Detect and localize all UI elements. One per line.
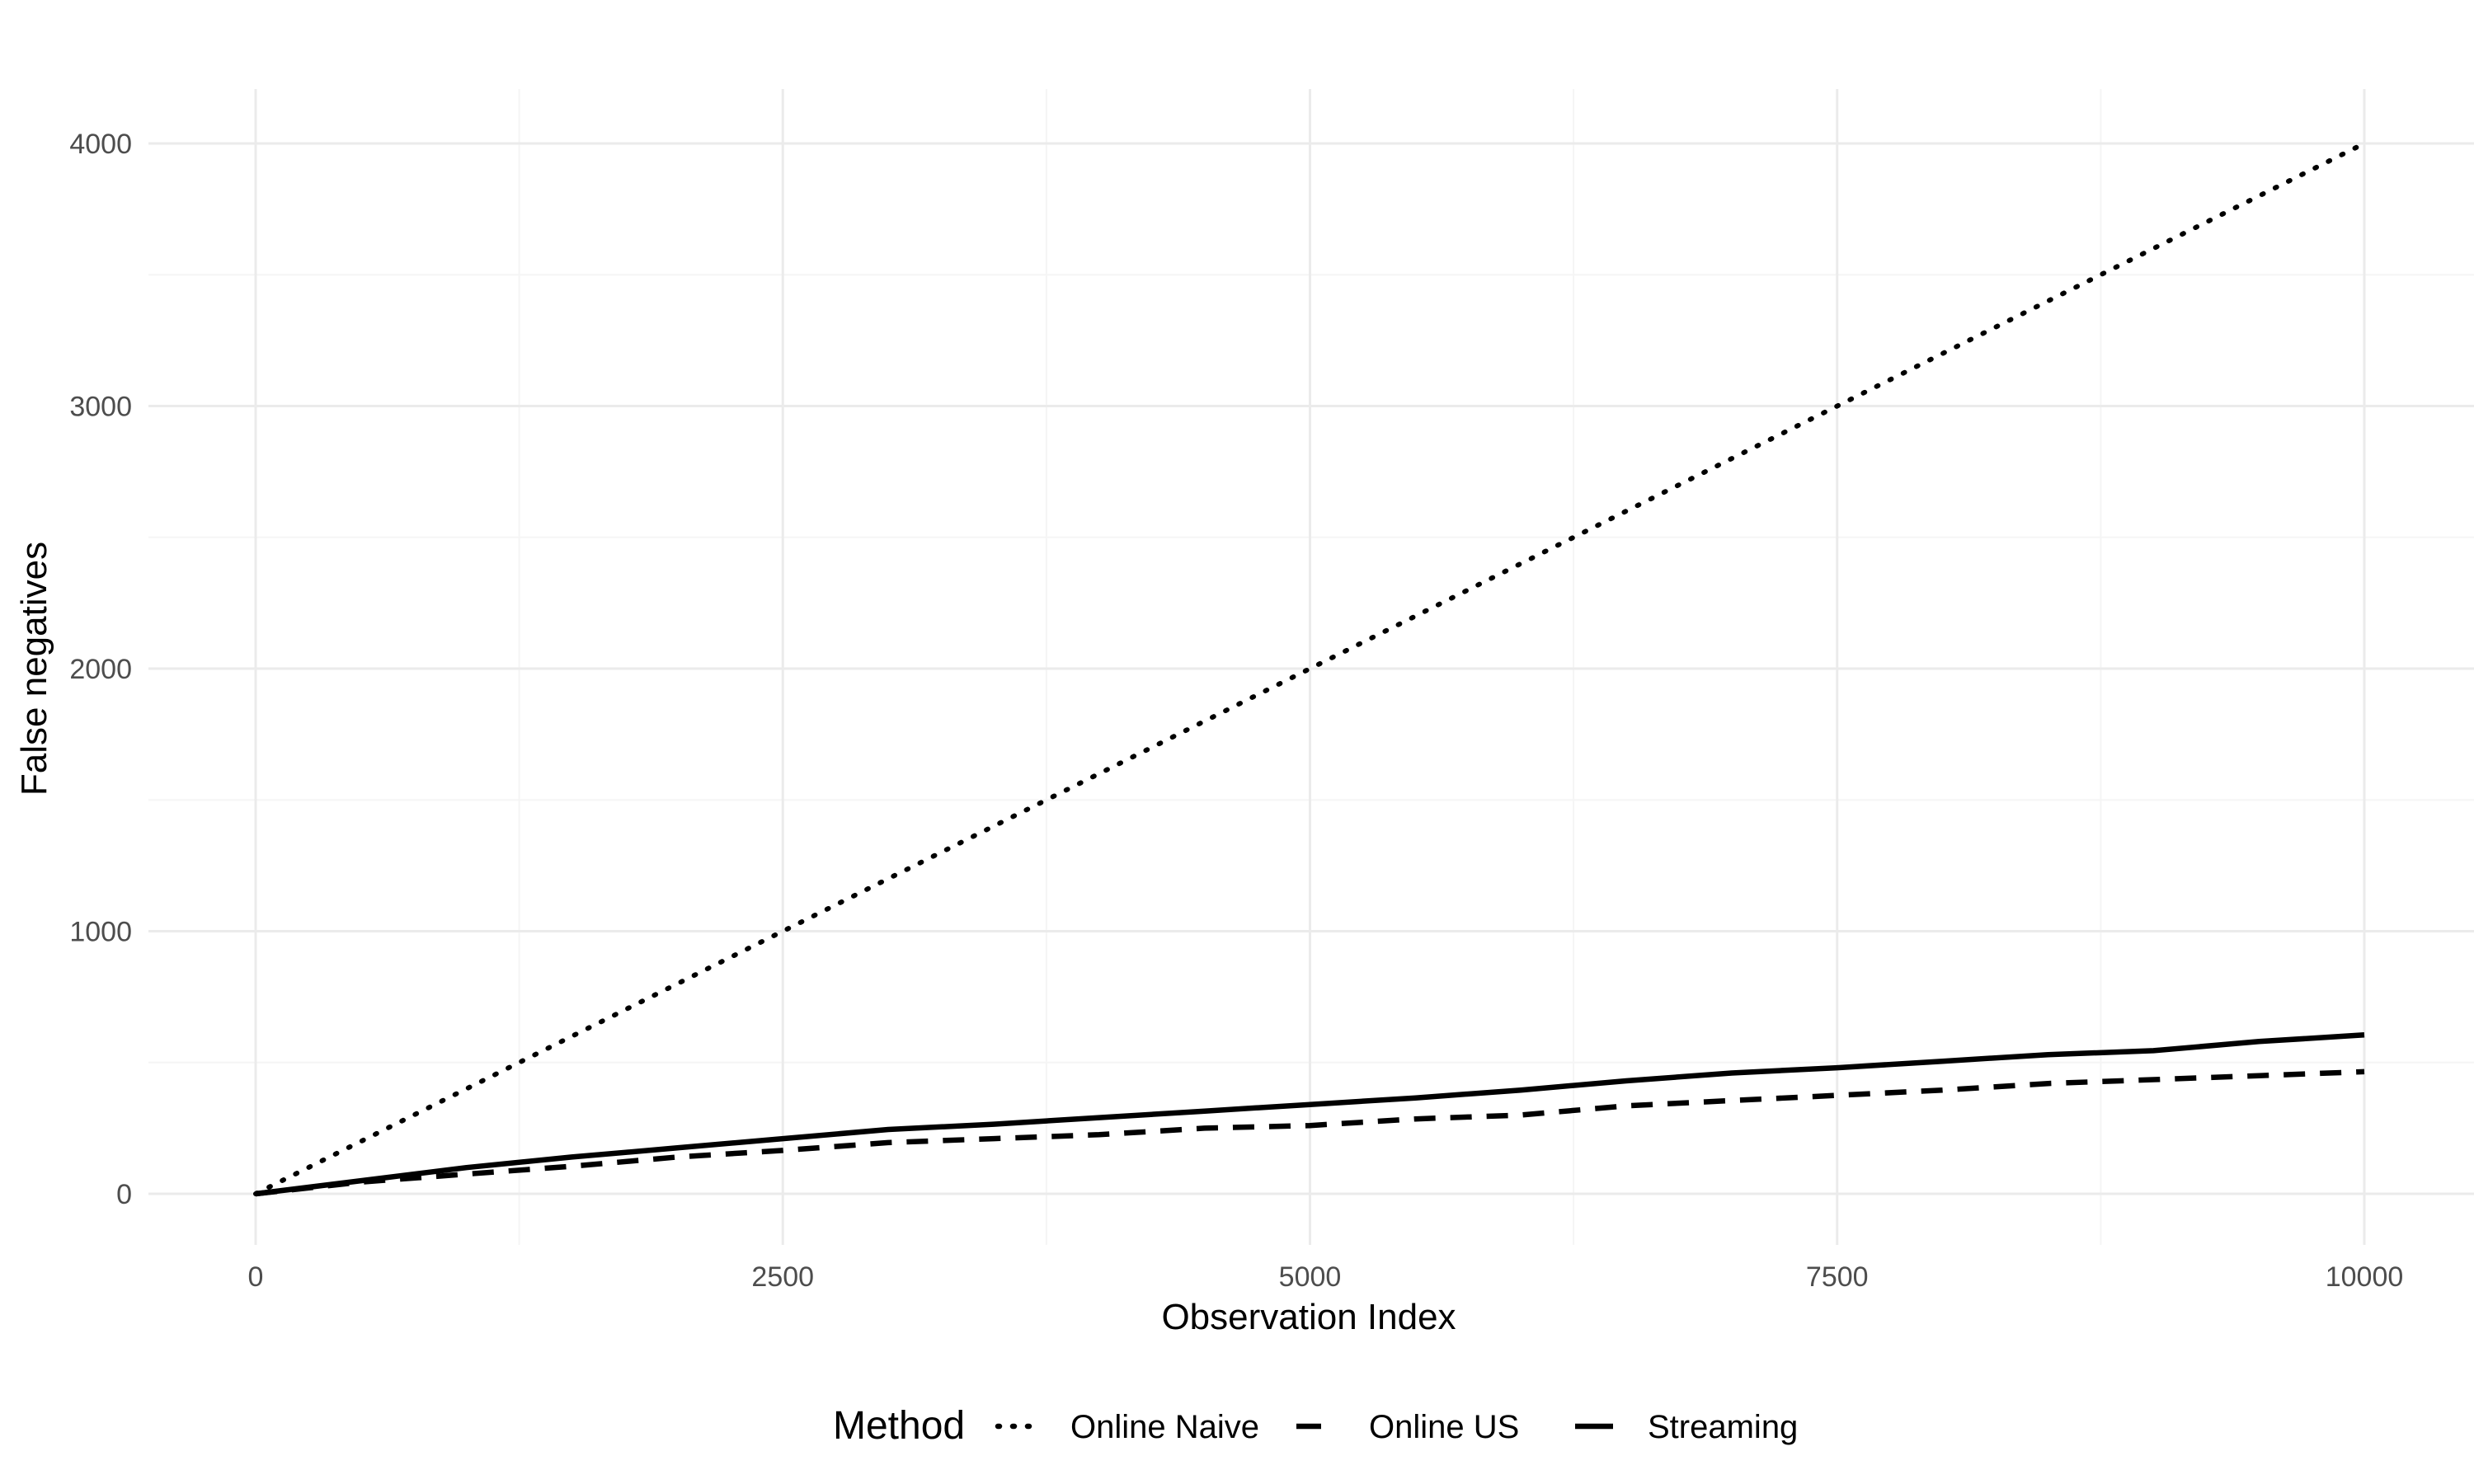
legend: Method Online Naive Online US Streaming [833, 1404, 1798, 1448]
legend-label: Streaming [1648, 1409, 1798, 1445]
y-tick-labels: 0 1000 2000 3000 4000 [69, 129, 132, 1210]
x-tick-label: 2500 [751, 1261, 814, 1293]
y-tick-label: 0 [116, 1179, 132, 1210]
x-tick-label: 7500 [1806, 1261, 1869, 1293]
series-line-streaming [255, 1032, 2365, 1197]
x-tick-labels: 0 2500 5000 7500 10000 [248, 1261, 2404, 1293]
grid-layer [148, 89, 2474, 1245]
legend-entries: Online Naive Online US Streaming [995, 1409, 1798, 1445]
y-tick-label: 3000 [69, 392, 132, 423]
x-tick-label: 0 [248, 1261, 264, 1293]
x-axis-title: Observation Index [1161, 1297, 1456, 1337]
y-tick-label: 4000 [69, 129, 132, 160]
series-line-online-naive [253, 141, 2367, 1196]
x-tick-label: 10000 [2326, 1261, 2404, 1293]
y-tick-label: 1000 [69, 917, 132, 948]
series-layer [253, 141, 2367, 1197]
y-tick-label: 2000 [69, 654, 132, 685]
legend-label: Online Naive [1070, 1409, 1259, 1445]
y-axis-title: False negatives [14, 542, 54, 796]
series-line-online-us [255, 1068, 2365, 1197]
legend-label: Online US [1369, 1409, 1519, 1445]
x-tick-label: 5000 [1279, 1261, 1342, 1293]
legend-title: Method [833, 1404, 965, 1448]
